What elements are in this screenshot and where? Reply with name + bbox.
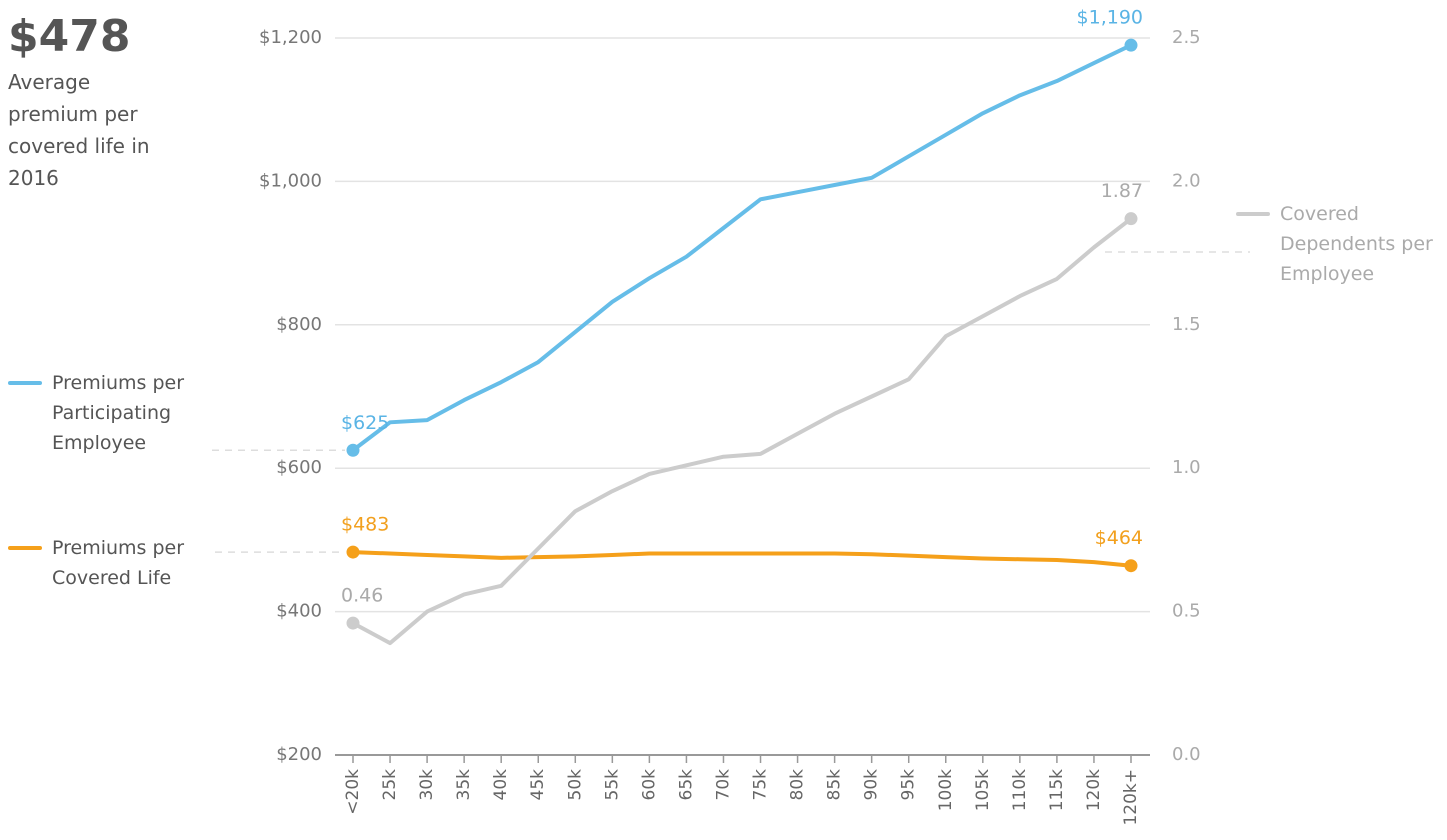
x-tick-label: 40k	[491, 769, 511, 801]
end-point	[346, 616, 360, 630]
x-tick-label: 70k	[713, 769, 733, 801]
y2-tick-label: 2.5	[1172, 27, 1201, 48]
y2-tick-label: 0.5	[1172, 601, 1201, 622]
x-tick-label: 100k	[936, 769, 956, 811]
x-tick-label: 65k	[676, 769, 696, 801]
x-tick-label: 105k	[973, 769, 993, 811]
y2-tick-label: 2.0	[1172, 170, 1201, 191]
headline-value: $478	[8, 11, 131, 62]
legend-entry: Covered Dependents per Employee	[1280, 203, 1433, 285]
x-tick-label: 120k	[1084, 769, 1104, 811]
x-tick-label: 50k	[565, 769, 585, 801]
y-tick-label: $400	[276, 601, 322, 622]
x-tick-label: <20k	[343, 769, 363, 815]
y-tick-label: $1,000	[259, 170, 322, 191]
x-tick-label: 45k	[528, 769, 548, 801]
data-label: 1.87	[1101, 180, 1143, 202]
series-line	[351, 43, 1132, 452]
data-label: $483	[341, 514, 389, 536]
y-tick-label: $1,200	[259, 27, 322, 48]
x-tick-label: 115k	[1047, 769, 1067, 811]
end-point	[346, 443, 360, 457]
y2-tick-label: 0.0	[1172, 744, 1201, 765]
y-tick-label: $600	[276, 457, 322, 478]
x-tick-label: 25k	[380, 769, 400, 801]
x-tick-label: 30k	[417, 769, 437, 801]
x-tick-label: 60k	[639, 769, 659, 801]
headline-text: Average premium per covered life in 2016	[8, 70, 150, 190]
x-tick-label: 120k+	[1121, 769, 1141, 826]
data-label: $1,190	[1077, 7, 1143, 29]
headline: $478 Average premium per covered life in…	[8, 8, 178, 194]
x-tick-label: 95k	[899, 769, 919, 801]
end-point	[346, 545, 360, 559]
end-point	[1124, 559, 1138, 573]
y-tick-label: $200	[276, 744, 322, 765]
series-line	[352, 550, 1132, 568]
x-tick-label: 90k	[862, 769, 882, 801]
data-label: 0.46	[341, 585, 383, 607]
x-tick-label: 75k	[751, 769, 771, 801]
x-tick-label: 110k	[1010, 769, 1030, 811]
series-line	[352, 217, 1133, 646]
end-point	[1124, 38, 1138, 52]
y2-tick-label: 1.0	[1172, 457, 1201, 478]
data-label: $625	[341, 412, 389, 434]
x-tick-label: 55k	[602, 769, 622, 801]
y-tick-label: $800	[276, 314, 322, 335]
y2-tick-label: 1.5	[1172, 314, 1201, 335]
end-point	[1124, 212, 1138, 226]
x-tick-label: 80k	[788, 769, 808, 801]
x-tick-label: 35k	[454, 769, 474, 801]
data-label: $464	[1095, 527, 1143, 549]
legend-entry: Premiums per Covered Life	[52, 537, 185, 589]
legend-entry: Premiums per Participating Employee	[52, 372, 185, 454]
x-tick-label: 85k	[825, 769, 845, 801]
